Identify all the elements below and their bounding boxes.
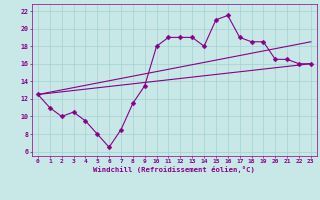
- X-axis label: Windchill (Refroidissement éolien,°C): Windchill (Refroidissement éolien,°C): [93, 166, 255, 173]
